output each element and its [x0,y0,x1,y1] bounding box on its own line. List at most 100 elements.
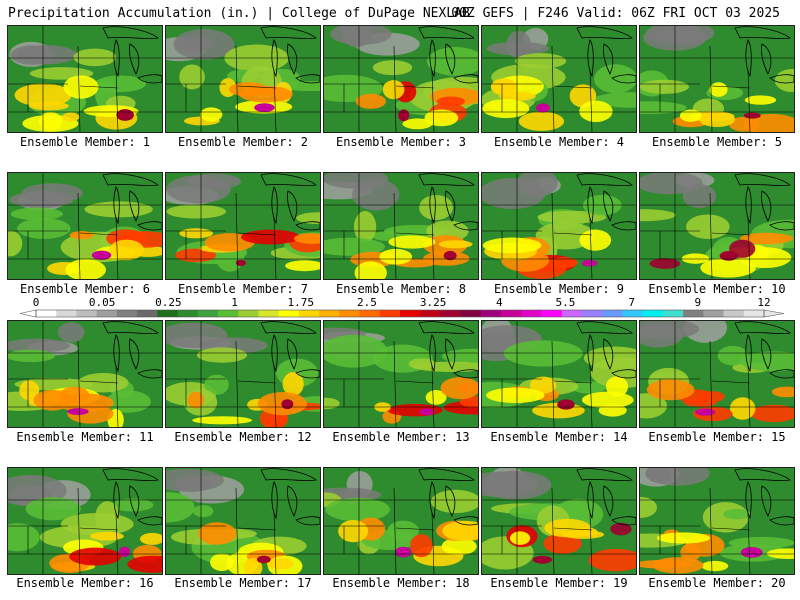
ensemble-member-label: Ensemble Member: 7 [177,282,309,296]
colorbar-tick-label: 7 [628,296,635,309]
precip-map [640,321,794,427]
colorbar-swatch [96,310,118,317]
ensemble-map-panel [323,172,479,280]
precip-map [166,321,320,427]
ensemble-map-panel [165,320,321,428]
colorbar-swatch [339,310,361,317]
colorbar-tick-label: 2.5 [356,296,377,309]
colorbar-arrow [19,309,37,318]
precip-map [8,321,162,427]
colorbar-swatch [501,310,522,317]
ensemble-member-label: Ensemble Member: 11 [16,430,154,444]
colorbar-tick-label: 9 [694,296,702,309]
ensemble-map-panel [639,172,795,280]
ensemble-member-label: Ensemble Member: 19 [490,576,628,590]
ensemble-member-label: Ensemble Member: 20 [648,576,786,590]
ensemble-map-panel [165,172,321,280]
colorbar-swatch [743,310,765,317]
ensemble-member-label: Ensemble Member: 17 [174,576,312,590]
ensemble-map-panel [481,172,637,280]
colorbar-graphic [19,309,785,318]
precip-map [8,26,162,132]
colorbar-swatch [622,310,644,317]
precip-map [482,321,636,427]
precip-map [324,26,478,132]
colorbar-tick-label: 3.25 [419,296,447,309]
ensemble-map-panel [323,467,479,575]
colorbar-swatch [420,310,441,317]
colorbar-swatch [278,310,300,317]
precip-map [166,468,320,574]
colorbar-swatch [662,310,684,317]
ensemble-map-panel [639,467,795,575]
ensemble-member-label: Ensemble Member: 9 [493,282,625,296]
colorbar-tick-label: 1.75 [287,296,314,309]
ensemble-map-panel [165,467,321,575]
precip-map [166,26,320,132]
colorbar-swatch [157,310,179,317]
colorbar-swatch [298,310,320,317]
ensemble-map-panel [323,320,479,428]
ensemble-map-panel [165,25,321,133]
colorbar-swatch [582,310,603,317]
colorbar-tick-label: 0.05 [88,296,116,309]
colorbar-swatch [177,310,199,317]
colorbar-swatch [723,310,745,317]
precip-map [8,468,162,574]
ensemble-member-label: Ensemble Member: 5 [651,135,783,149]
colorbar-swatch [319,310,340,317]
model-run-info: 00Z GEFS | F246 Valid: 06Z FRI OCT 03 20… [451,6,780,21]
ensemble-member-label: Ensemble Member: 13 [332,430,470,444]
colorbar-swatch [521,310,543,317]
ensemble-member-label: Ensemble Member: 15 [648,430,786,444]
ensemble-member-label: Ensemble Member: 1 [19,135,151,149]
precip-map [482,468,636,574]
ensemble-map-panel [639,320,795,428]
colorbar-swatch [480,310,502,317]
ensemble-map-panel [7,320,163,428]
ensemble-map-panel [481,25,637,133]
colorbar-swatch [561,310,583,317]
colorbar-tick-label: 0 [32,296,40,309]
precip-map [8,173,162,279]
colorbar-swatch [400,310,421,317]
colorbar-swatch [76,310,98,317]
colorbar-tick-label: 0.25 [155,296,182,309]
colorbar-swatch [218,310,239,317]
precip-map [166,173,320,279]
precipitation-colorbar: 0 0.05 0.25 1 1.75 2.5 3.25 4 5.5 7 9 12 [0,296,800,320]
precip-map [324,173,478,279]
ensemble-member-label: Ensemble Member: 3 [335,135,467,149]
colorbar-tick-label: 12 [757,296,771,309]
ensemble-member-label: Ensemble Member: 10 [648,282,786,296]
precip-map [482,173,636,279]
colorbar-swatch [116,310,138,317]
colorbar-swatch [137,310,158,317]
precip-map [640,173,794,279]
ensemble-member-label: Ensemble Member: 14 [490,430,628,444]
colorbar-swatch [238,310,259,317]
precip-map [324,321,478,427]
colorbar-swatch [36,310,57,317]
colorbar-swatch [602,310,623,317]
colorbar-swatch [440,310,462,317]
colorbar-swatch [703,310,725,317]
ensemble-map-panel [323,25,479,133]
map-title: Precipitation Accumulation (in.) | Colle… [8,6,470,21]
colorbar-arrow [763,309,785,318]
ensemble-map-panel [481,320,637,428]
precip-map [640,468,794,574]
precip-map [482,26,636,132]
ensemble-map-panel [7,25,163,133]
colorbar-swatch [460,310,482,317]
ensemble-map-panel [639,25,795,133]
ensemble-map-panel [481,467,637,575]
ensemble-member-label: Ensemble Member: 6 [19,282,151,296]
colorbar-swatch [683,310,704,317]
ensemble-member-label: Ensemble Member: 12 [174,430,312,444]
colorbar-tick-label: 5.5 [555,296,576,309]
ensemble-member-label: Ensemble Member: 18 [332,576,470,590]
colorbar-swatch [642,310,664,317]
colorbar-tick-label: 1 [231,296,238,309]
ensemble-member-label: Ensemble Member: 8 [335,282,467,296]
